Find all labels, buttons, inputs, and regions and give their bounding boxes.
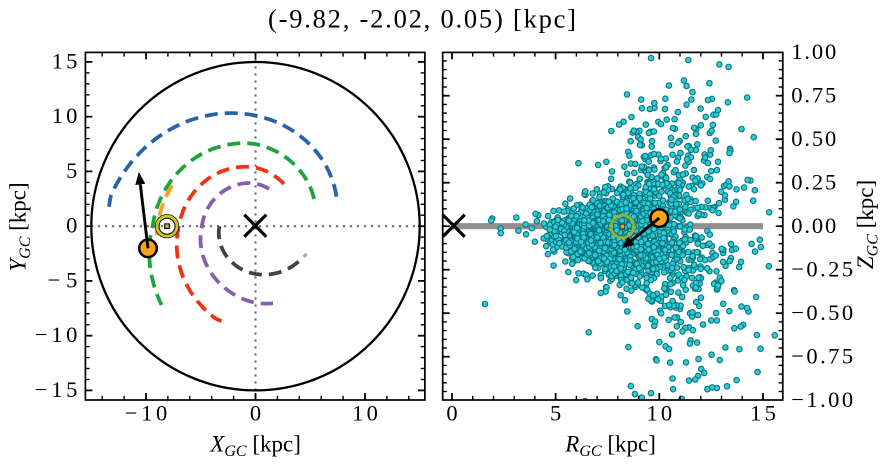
svg-text:−0.25: −0.25: [791, 257, 853, 282]
svg-text:XGC [kpc]: XGC [kpc]: [209, 432, 301, 461]
svg-text:−0.75: −0.75: [791, 344, 853, 369]
svg-text:−10: −10: [35, 322, 78, 347]
svg-text:0: 0: [446, 401, 457, 426]
svg-text:5: 5: [550, 401, 561, 426]
svg-text:0.25: 0.25: [791, 170, 836, 195]
svg-text:0: 0: [66, 213, 77, 238]
svg-text:RGC [kpc]: RGC [kpc]: [564, 432, 656, 461]
svg-text:−15: −15: [35, 377, 78, 402]
svg-text:1.00: 1.00: [791, 39, 836, 64]
svg-text:5: 5: [66, 158, 77, 183]
svg-text:0: 0: [250, 401, 261, 426]
svg-text:−1.00: −1.00: [791, 387, 853, 412]
svg-text:−0.50: −0.50: [791, 300, 853, 325]
svg-text:0.00: 0.00: [791, 213, 836, 238]
svg-text:−10: −10: [125, 401, 168, 426]
svg-text:0.50: 0.50: [791, 126, 836, 151]
svg-text:0.75: 0.75: [791, 83, 836, 108]
svg-text:ZGC [kpc]: ZGC [kpc]: [853, 180, 882, 269]
svg-text:YGC [kpc]: YGC [kpc]: [6, 182, 35, 271]
